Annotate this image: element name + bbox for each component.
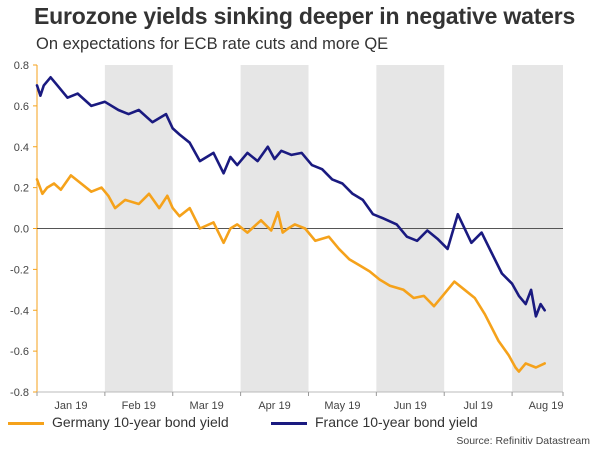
tick-label-layer: 0.8 0.6 0.4 0.2 0.0 -0.2 -0.4 -0.6 -0.8 Jan 19 Feb…: [10, 60, 563, 412]
legend-swatch-germany: [8, 422, 44, 425]
x-tick-label: Jun 19: [394, 400, 427, 412]
y-tick-label: 0.0: [14, 224, 29, 236]
series-line-germany: [35, 174, 547, 373]
legend-swatch-france: [271, 422, 307, 425]
x-tick-label: Aug 19: [529, 400, 564, 412]
y-tick-label: -0.4: [10, 305, 29, 317]
source-note: Source: Refinitiv Datastream: [456, 435, 590, 447]
x-tick-label: Jul 19: [463, 400, 492, 412]
y-tick-label: 0.6: [14, 101, 29, 113]
y-tick-label: 0.8: [14, 60, 29, 72]
axis-layer: [33, 64, 564, 396]
chart-title: Eurozone yields sinking deeper in negati…: [34, 3, 576, 29]
x-tick-label: Mar 19: [190, 400, 224, 412]
y-tick-label: -0.6: [10, 346, 29, 358]
x-tick-label: Jan 19: [54, 400, 87, 412]
chart-subtitle: On expectations for ECB rate cuts and mo…: [36, 35, 389, 53]
legend-label-germany: Germany 10-year bond yield: [52, 414, 229, 430]
legend-label-france: France 10-year bond yield: [315, 414, 478, 430]
x-tick-label: Feb 19: [122, 400, 156, 412]
x-tick-label: May 19: [324, 400, 360, 412]
x-tick-label: Apr 19: [258, 400, 290, 412]
series-layer: [35, 76, 547, 373]
series-line-france: [35, 76, 547, 318]
y-tick-label: 0.2: [14, 183, 29, 195]
y-tick-label: 0.4: [14, 142, 29, 154]
y-tick-label: -0.2: [10, 264, 29, 276]
y-tick-label: -0.8: [10, 387, 29, 399]
